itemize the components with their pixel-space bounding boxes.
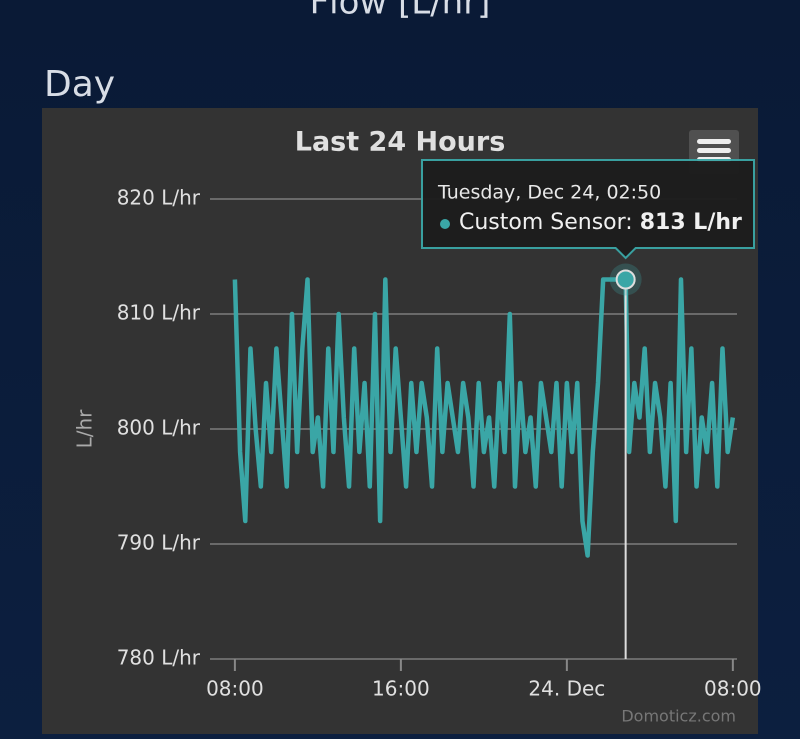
series-line bbox=[232, 277, 736, 558]
section-title: Day bbox=[44, 64, 115, 105]
menu-bar bbox=[697, 139, 731, 144]
x-tick-label: 08:00 bbox=[704, 677, 762, 701]
y-tick-label: 790 L/hr bbox=[117, 531, 201, 555]
tooltip-label: Custom Sensor: 813 L/hr bbox=[459, 210, 742, 235]
y-axis-label: L/hr bbox=[73, 409, 97, 449]
page-title: Flow [L/hr] bbox=[310, 0, 491, 23]
credit: Domoticz.com bbox=[621, 707, 736, 726]
y-tick-label: 780 L/hr bbox=[117, 646, 201, 670]
hover-point bbox=[615, 269, 636, 290]
y-tick-label: 820 L/hr bbox=[117, 186, 201, 210]
tooltip-value: 813 L/hr bbox=[640, 210, 742, 235]
x-tick-label: 24. Dec bbox=[528, 677, 605, 701]
x-tick-label: 16:00 bbox=[372, 677, 430, 701]
y-tick-label: 810 L/hr bbox=[117, 301, 201, 325]
tooltip-box bbox=[421, 159, 755, 260]
chart-title: Last 24 Hours bbox=[295, 127, 506, 158]
tooltip-series: Custom Sensor: bbox=[459, 210, 633, 235]
tooltip-dot bbox=[440, 219, 450, 229]
y-tick-label: 800 L/hr bbox=[117, 416, 201, 440]
x-tick-label: 08:00 bbox=[206, 677, 264, 701]
menu-bar bbox=[697, 148, 731, 153]
tooltip-date: Tuesday, Dec 24, 02:50 bbox=[437, 182, 661, 204]
